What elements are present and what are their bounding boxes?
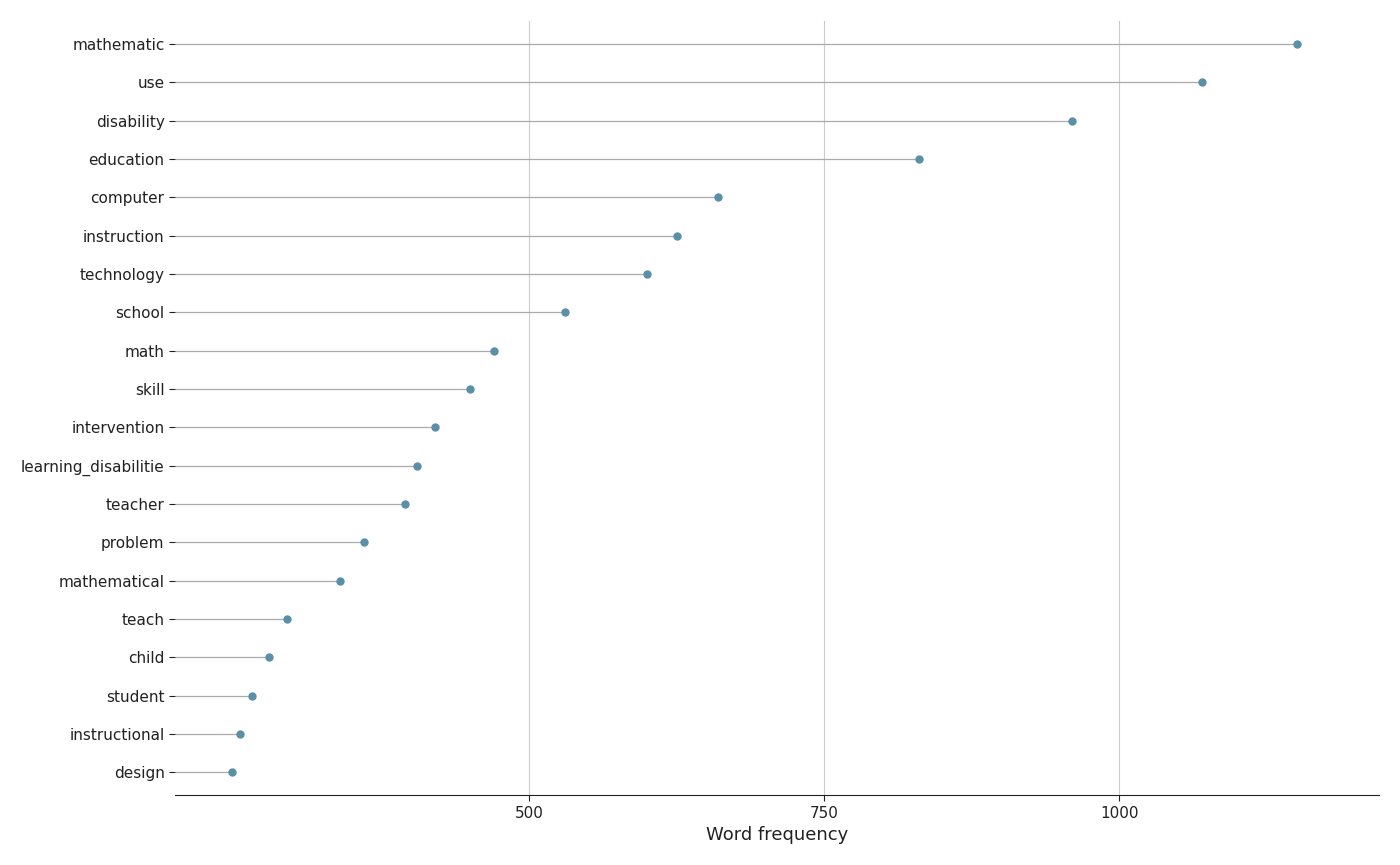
Point bbox=[636, 267, 658, 281]
Point bbox=[665, 228, 687, 242]
Point bbox=[424, 420, 447, 434]
Point bbox=[1061, 113, 1084, 127]
Point bbox=[459, 382, 482, 396]
Point bbox=[553, 305, 575, 319]
Point bbox=[276, 612, 298, 625]
Point bbox=[220, 766, 242, 779]
Point bbox=[329, 573, 351, 587]
Point bbox=[1285, 37, 1308, 51]
Point bbox=[241, 689, 263, 702]
Point bbox=[483, 343, 505, 357]
Point bbox=[353, 535, 375, 549]
Point bbox=[406, 458, 428, 472]
Point bbox=[393, 497, 416, 510]
Point bbox=[1191, 75, 1214, 89]
Point bbox=[907, 152, 930, 166]
Point bbox=[258, 650, 280, 664]
X-axis label: Word frequency: Word frequency bbox=[706, 826, 848, 844]
Point bbox=[228, 727, 251, 740]
Point bbox=[707, 190, 729, 204]
